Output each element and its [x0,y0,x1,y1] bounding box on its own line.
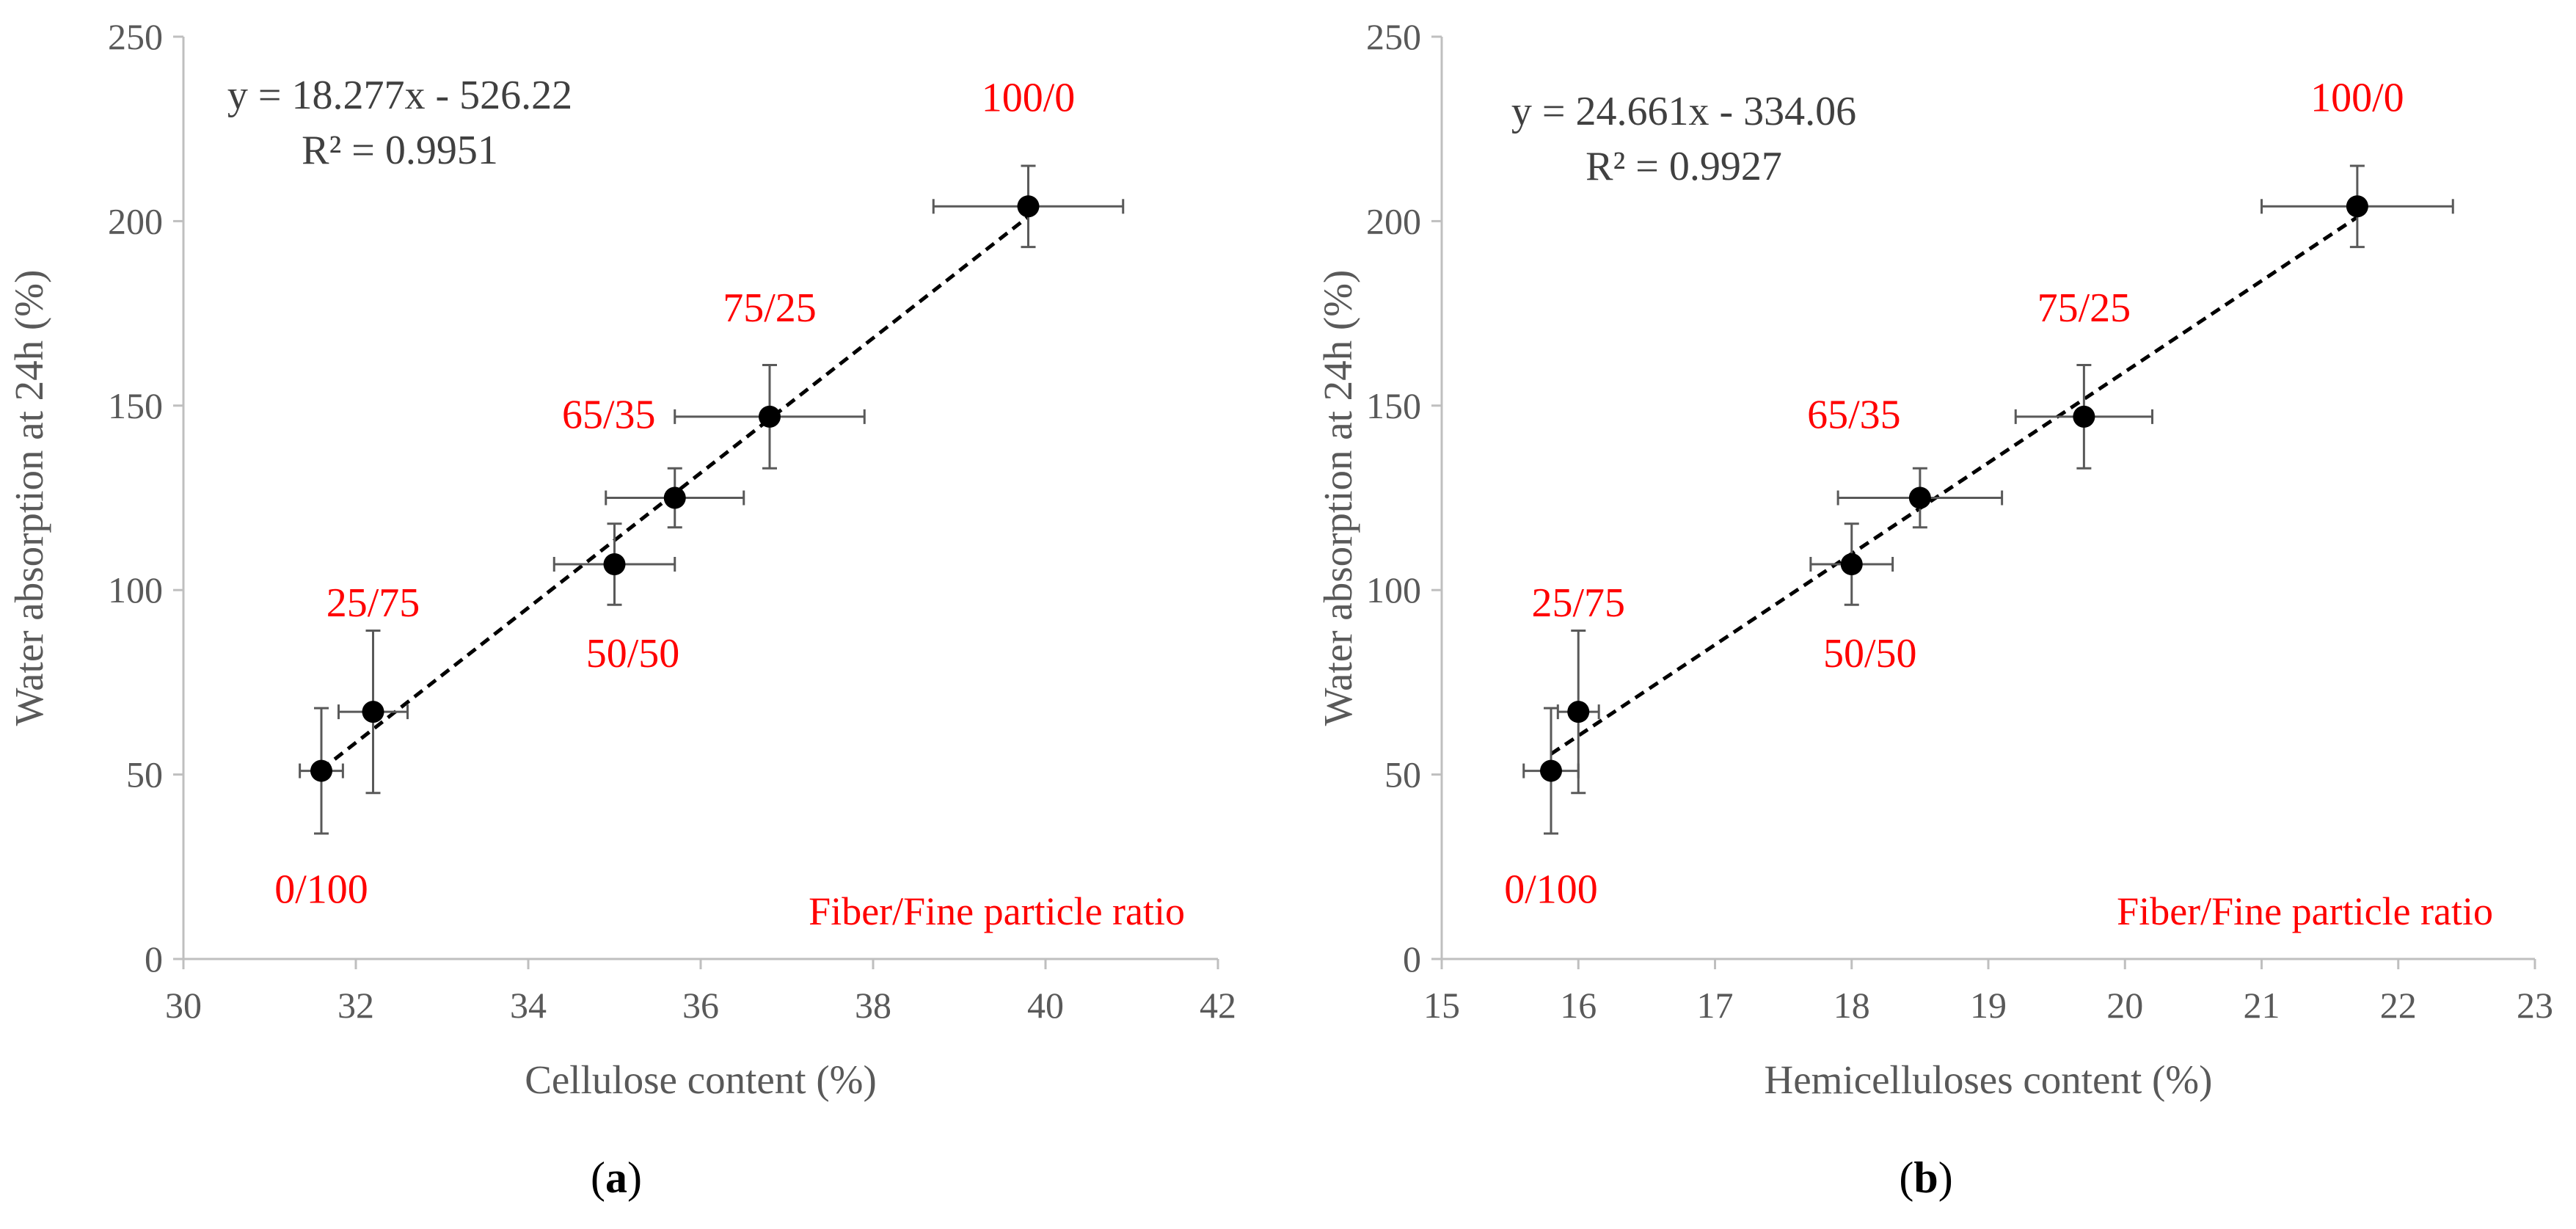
data-point [310,759,332,782]
x-tick-label: 23 [2517,985,2553,1026]
x-tick-label: 18 [1834,985,1870,1026]
point-label: 65/35 [562,393,656,438]
data-point [1540,759,1562,782]
point-label: 50/50 [1823,631,1917,677]
y-tick-label: 100 [1366,569,1421,610]
y-tick-label: 200 [1366,200,1421,241]
point-label: 0/100 [274,867,368,913]
data-point [1840,553,1863,576]
data-point [1908,486,1931,509]
x-tick-label: 36 [682,985,719,1026]
panel-label-letter: b [1913,1153,1938,1202]
y-axis-title: Water absorption at 24h (%) [1316,270,1360,726]
point-label: 75/25 [2037,285,2131,331]
y-tick-label: 50 [126,754,163,795]
r-squared: R² = 0.9951 [302,128,498,173]
x-axis-title: Cellulose content (%) [525,1057,877,1102]
point-label: 25/75 [326,580,420,626]
data-point [759,405,781,428]
point-label: 25/75 [1531,580,1625,626]
x-tick-label: 22 [2380,985,2417,1026]
data-point [1567,701,1590,723]
x-tick-label: 30 [165,985,202,1026]
point-label: 0/100 [1504,867,1598,913]
y-tick-label: 150 [108,385,163,426]
y-tick-label: 0 [145,938,163,980]
trend-equation: y = 18.277x - 526.22 [227,73,572,118]
trendline [1550,215,2359,756]
data-point [2346,195,2368,218]
trend-equation: y = 24.661x - 334.06 [1511,89,1856,134]
x-tick-label: 19 [1970,985,2007,1026]
x-tick-label: 17 [1697,985,1734,1026]
panel-label-open: ( [591,1153,605,1202]
y-tick-label: 200 [108,200,163,241]
ratio-note: Fiber/Fine particle ratio [2117,889,2493,933]
y-tick-label: 50 [1384,754,1421,795]
point-label: 50/50 [586,631,680,677]
panel-label-close: ) [627,1153,642,1202]
y-axis-title: Water absorption at 24h (%) [7,270,51,726]
y-tick-label: 150 [1366,385,1421,426]
panel-b: 0 50 100 150 200 250 15 16 17 18 19 20 21 22 23 Water a… [1316,16,2553,1202]
panel-label-letter: a [605,1153,627,1202]
panel-label-close: ) [1938,1153,1953,1202]
point-label: 100/0 [2310,75,2404,120]
panel-label: (a) [591,1153,642,1202]
x-tick-label: 20 [2106,985,2143,1026]
x-tick-label: 16 [1560,985,1597,1026]
panel-a: 0 50 100 150 200 250 30 32 34 36 38 40 42 Water absor… [7,16,1236,1202]
y-tick-label: 250 [1366,16,1421,57]
data-point [663,486,686,509]
x-tick-label: 32 [337,985,374,1026]
point-label: 65/35 [1807,393,1901,438]
x-tick-label: 34 [510,985,547,1026]
x-tick-label: 40 [1027,985,1064,1026]
data-point [362,701,384,723]
ratio-note: Fiber/Fine particle ratio [809,889,1185,933]
x-tick-label: 21 [2244,985,2280,1026]
data-point [1017,195,1040,218]
y-tick-label: 250 [108,16,163,57]
y-tick-label: 100 [108,569,163,610]
x-tick-label: 42 [1200,985,1236,1026]
y-tick-label: 0 [1403,938,1421,980]
x-tick-label: 15 [1423,985,1460,1026]
data-point [603,553,626,576]
data-point [2073,405,2095,428]
r-squared: R² = 0.9927 [1586,144,1782,189]
panel-label-open: ( [1899,1153,1913,1202]
x-tick-label: 38 [855,985,891,1026]
point-label: 100/0 [982,75,1076,120]
x-axis-title: Hemicelluloses content (%) [1765,1057,2213,1102]
panel-label: (b) [1899,1153,1952,1202]
point-label: 75/25 [723,285,817,331]
